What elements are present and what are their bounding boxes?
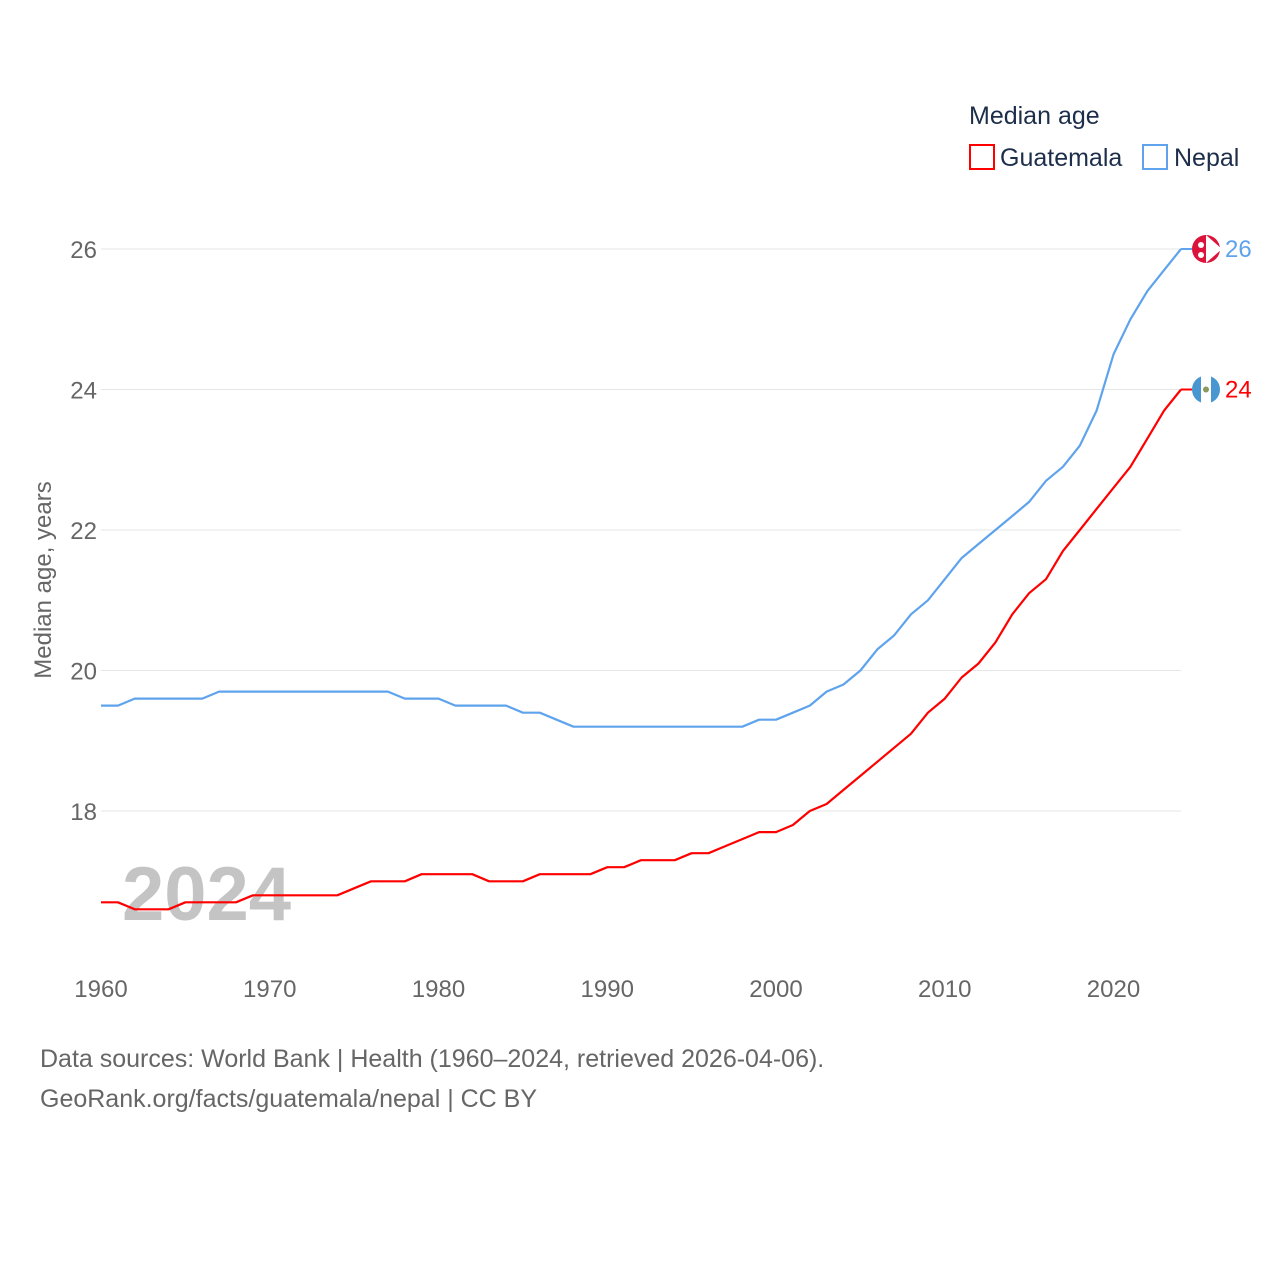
attribution-text: GeoRank.org/facts/guatemala/nepal | CC B… [40,1085,538,1113]
x-tick-label: 1990 [581,976,634,1003]
guatemala-flag-icon [1192,375,1220,404]
nepal-flag-icon [1192,235,1222,263]
end-value-label: 24 [1225,377,1252,404]
end-value-label: 26 [1225,236,1252,263]
x-tick-label: 2020 [1087,976,1140,1003]
data-source-text: Data sources: World Bank | Health (1960–… [40,1045,825,1073]
legend-swatch-nepal[interactable] [1142,144,1168,170]
series-lines [101,248,1182,911]
y-tick-label: 24 [70,378,97,405]
x-tick-label: 1980 [412,976,465,1003]
y-tick-label: 20 [70,659,97,686]
x-tick-label: 1970 [243,976,296,1003]
y-tick-label: 22 [70,518,97,545]
grid [101,248,1181,812]
legend-label-guatemala[interactable]: Guatemala [1000,144,1122,172]
legend: Median age Guatemala Nepal [969,102,1239,172]
legend-title: Median age [969,102,1100,130]
x-tick-label: 2000 [749,976,802,1003]
y-axis-label: Median age, years [30,481,57,678]
series-line-nepal[interactable] [101,248,1182,728]
y-tick-label: 26 [70,237,97,264]
x-tick-label: 2010 [918,976,971,1003]
legend-swatch-guatemala[interactable] [969,144,995,170]
x-axis-ticks: 1960 1970 1980 1990 2000 2010 2020 [74,976,1140,1003]
y-tick-label: 18 [70,799,97,826]
series-line-guatemala[interactable] [101,388,1182,911]
end-markers: 24 26 [1181,235,1252,404]
legend-label-nepal[interactable]: Nepal [1174,144,1239,172]
y-axis-ticks: 18 20 22 24 26 [70,237,97,826]
x-tick-label: 1960 [74,976,127,1003]
